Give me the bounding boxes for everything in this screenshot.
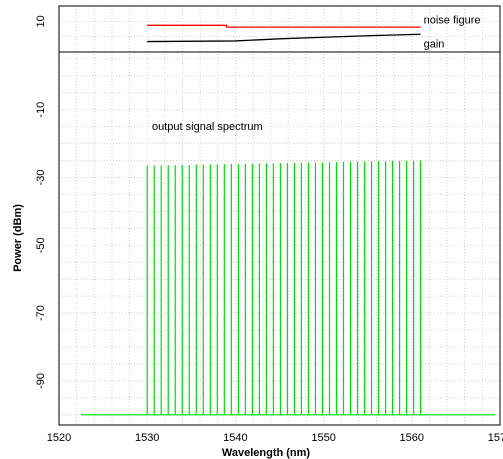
x-axis-title: Wavelength (nm) <box>222 447 311 459</box>
y-axis-title: Power (dBm) <box>12 204 24 272</box>
y-tick-label: -50 <box>35 237 47 253</box>
inset-y-tick-label: 10 <box>35 15 47 27</box>
series-line-gain <box>147 33 421 43</box>
x-tick-label: 1560 <box>400 432 424 444</box>
x-tick-label: 1540 <box>223 432 247 444</box>
y-tick-label: -30 <box>35 170 47 186</box>
legend-label-noise-figure: noise figure <box>424 14 481 26</box>
plot-frame <box>58 51 501 426</box>
y-tick-label: -90 <box>35 373 47 389</box>
x-tick-label: 1530 <box>135 432 159 444</box>
chart-marks <box>81 24 496 416</box>
legend: noise figure gain <box>424 14 481 50</box>
x-tick-label: 1550 <box>311 432 335 444</box>
annotation-output-signal-spectrum: output signal spectrum <box>152 121 263 133</box>
grid <box>58 5 501 425</box>
series-line-noise-figure <box>147 24 421 28</box>
y-tick-label: -70 <box>35 305 47 321</box>
tick-labels: 1520 1530 1540 1550 1560 1570 -90 -70 -50 -30 -10 1… <box>35 15 503 444</box>
legend-label-gain: gain <box>424 39 445 51</box>
x-tick-label: 1520 <box>47 432 71 444</box>
x-tick-label: 1570 <box>488 432 503 444</box>
y-tick-label: -10 <box>35 102 47 118</box>
